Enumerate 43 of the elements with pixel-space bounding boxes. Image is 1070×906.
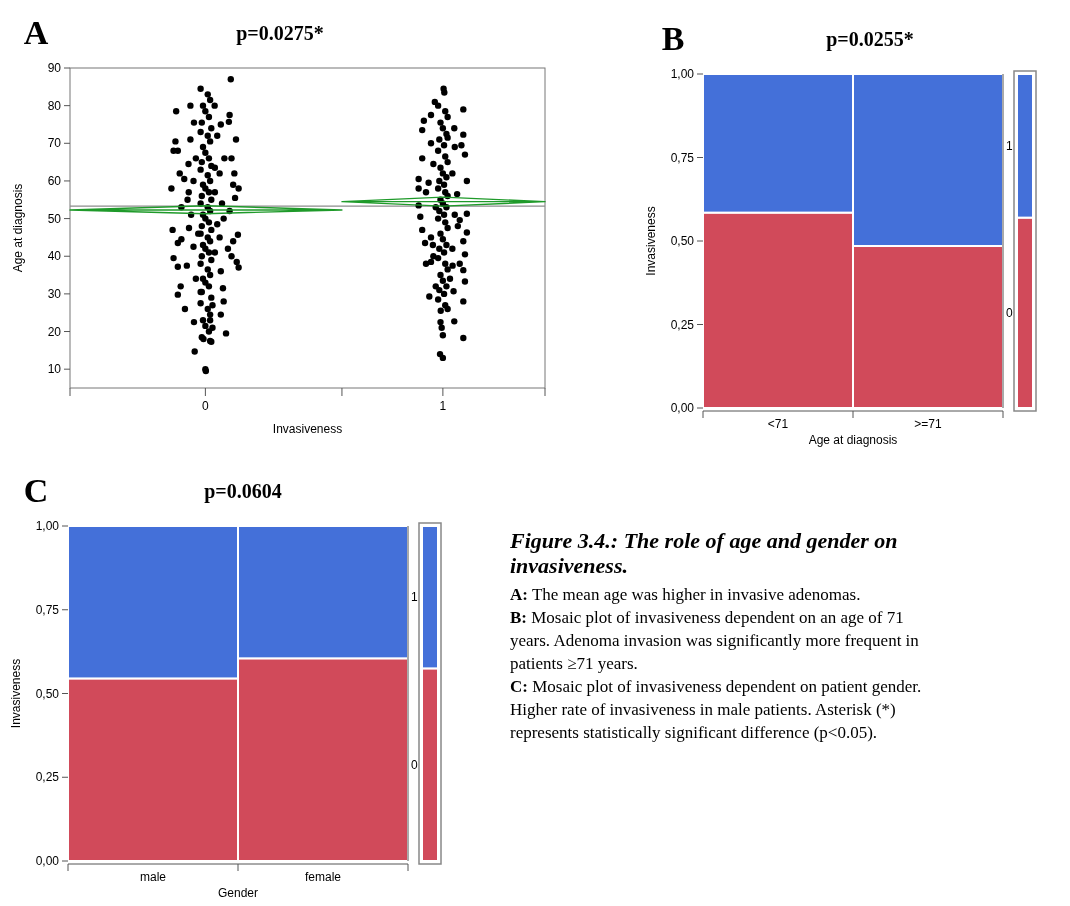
y-tick-label: 0,75 — [35, 602, 60, 617]
chart-title: p=0.0255* — [826, 28, 914, 51]
text: Figure 3.4.: The role of age and gender on invasiveness. — [509, 528, 898, 578]
y-tick-label: 70 — [47, 136, 62, 151]
y-tick-label: 0,00 — [35, 854, 60, 868]
series-label: 0 — [1006, 305, 1013, 320]
y-tick-label: 0,75 — [670, 150, 695, 165]
y-tick-label: 0,50 — [670, 234, 695, 248]
y-axis-title: Invasiveness — [644, 206, 658, 276]
y-axis-title: Invasiveness — [9, 658, 23, 729]
x-tick-label: male — [139, 870, 167, 884]
y-axis-title: Age at diagnosis — [11, 183, 25, 273]
y-tick-label: 90 — [47, 61, 62, 75]
y-tick-label: 1,00 — [35, 519, 60, 533]
y-tick-label: 40 — [47, 249, 62, 264]
text: A — [23, 14, 49, 51]
text: B — [661, 20, 685, 57]
y-tick-label: 0,00 — [670, 401, 695, 415]
series-label: 1 — [1006, 138, 1013, 153]
y-tick-label: 20 — [47, 324, 62, 339]
text: C — [23, 472, 49, 509]
series-label: 1 — [411, 590, 418, 605]
annotation: C: Mosaic plot of invasiveness dependent on patient gender. Higher rate of invasiveness in male patients. Asterisk (*) represents statistically significant difference (p<0.05). — [510, 677, 922, 742]
y-tick-label: 0,50 — [35, 686, 60, 701]
chart-title: p=0.0604 — [204, 480, 282, 503]
y-tick-label: 30 — [47, 286, 62, 301]
x-axis-title: Age at diagnosis — [808, 433, 898, 447]
x-tick-label: female — [304, 870, 342, 884]
y-tick-label: 0,25 — [670, 317, 695, 332]
chart-title: p=0.0275* — [236, 22, 324, 45]
annotation: A: The mean age was higher in invasive adenomas. — [510, 585, 861, 604]
y-tick-label: 1,00 — [670, 67, 695, 81]
y-tick-label: 80 — [47, 98, 62, 113]
series-label: 0 — [411, 757, 418, 772]
y-tick-label: 0,25 — [35, 770, 60, 785]
y-tick-label: 50 — [47, 211, 62, 226]
y-tick-label: 60 — [47, 173, 62, 188]
annotation: B: Mosaic plot of invasiveness dependent on an age of 71 years. Adenoma invasion was significantly more frequent in patients ≥71 years. — [510, 608, 920, 673]
x-axis-title: Gender — [217, 886, 259, 900]
x-tick-label: >=71 — [914, 417, 942, 431]
x-tick-label: <71 — [767, 417, 789, 431]
x-axis-title: Invasiveness — [272, 422, 343, 436]
y-tick-label: 10 — [47, 362, 62, 377]
